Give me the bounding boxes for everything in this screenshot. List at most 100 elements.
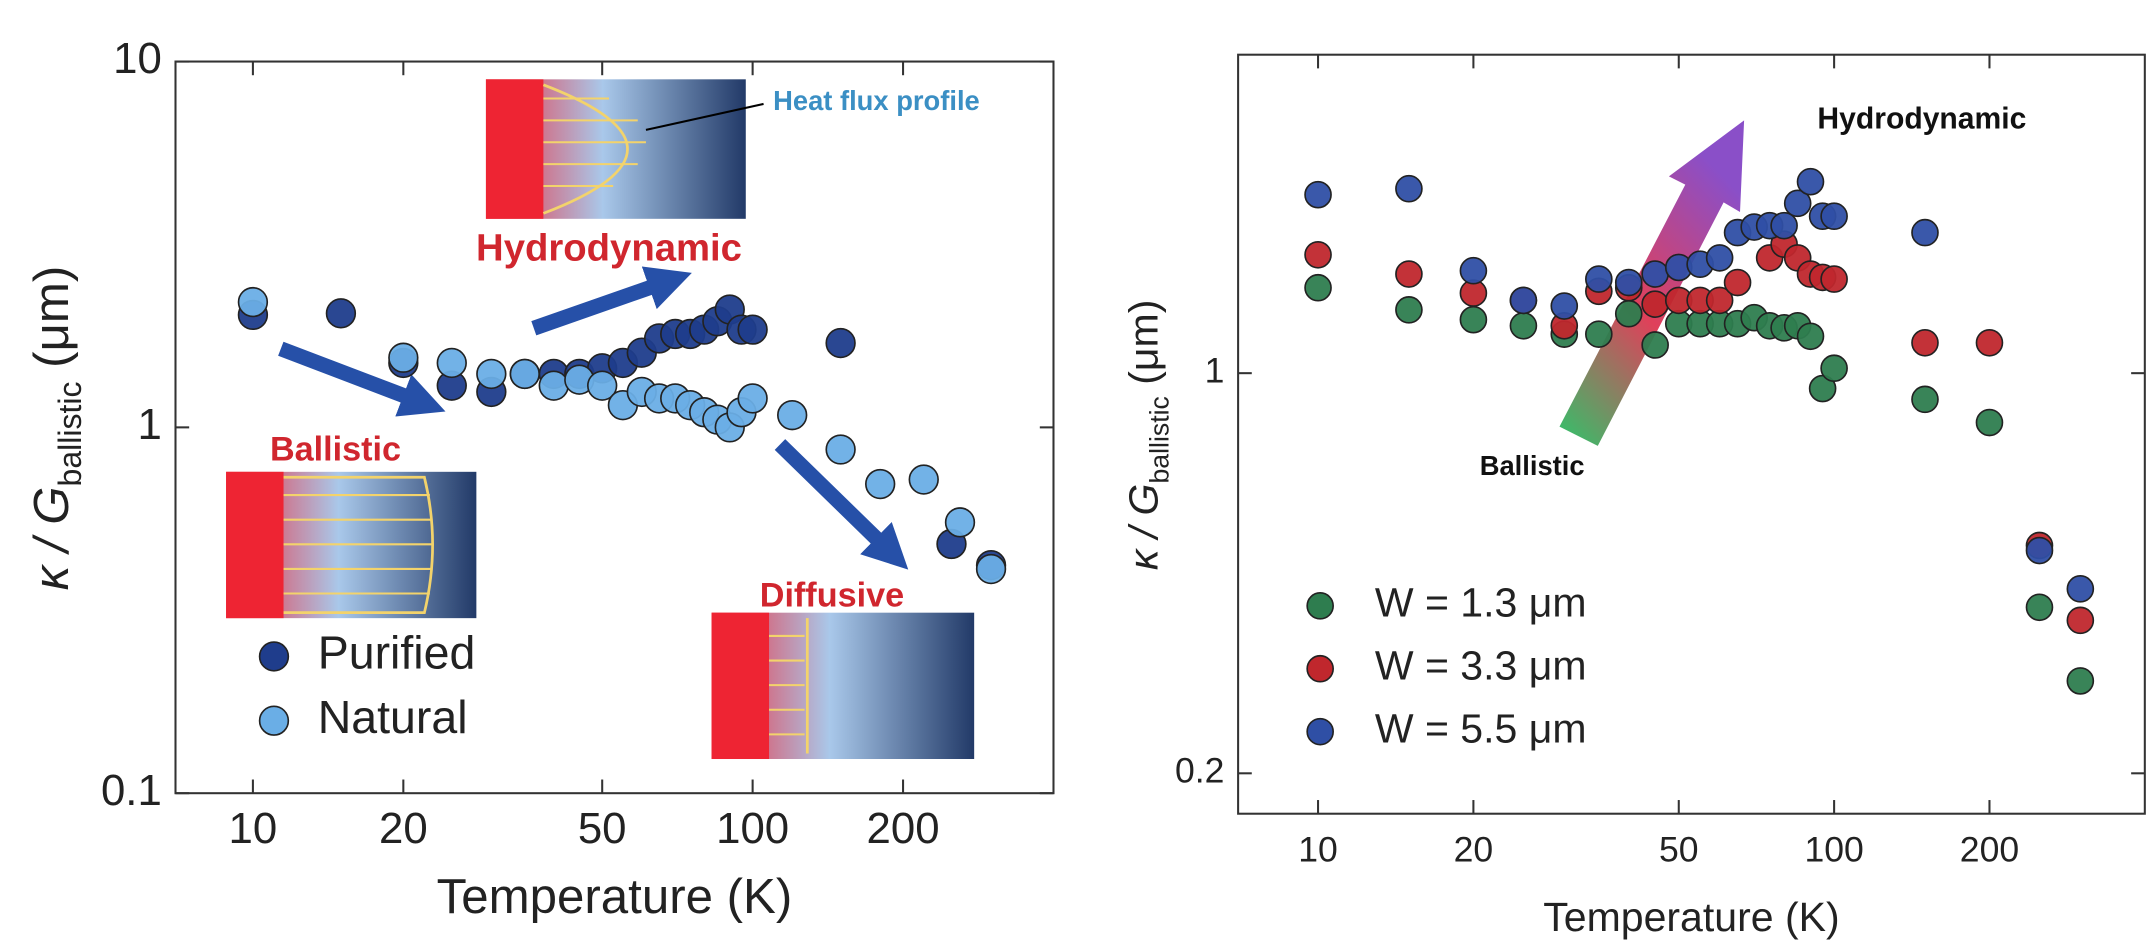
- x-tick-label: 100: [716, 804, 789, 853]
- data-point: [388, 342, 419, 373]
- data-point: [1770, 211, 1798, 240]
- data-point: [1395, 174, 1423, 203]
- annotation: Ballistic: [1480, 450, 1585, 481]
- data-point: [1641, 260, 1669, 288]
- y-axis-label-part: ballistic: [1145, 396, 1175, 483]
- data-point: [325, 298, 357, 329]
- data-point: [587, 370, 618, 401]
- legend-label: Purified: [318, 627, 476, 679]
- regime-arrows: [278, 266, 909, 570]
- x-axis-label: Temperature (K): [437, 869, 793, 924]
- data-point: [825, 434, 856, 465]
- data-point: [1796, 322, 1825, 351]
- data-point: [2066, 606, 2095, 635]
- legend-marker: [258, 705, 290, 736]
- y-tick-label: 1: [1205, 351, 1225, 391]
- data-point: [476, 358, 507, 390]
- data-point: [1550, 292, 1579, 320]
- data-point: [1395, 260, 1423, 288]
- data-point: [1509, 286, 1538, 315]
- x-tick-label: 10: [1298, 829, 1338, 869]
- data-point: [777, 399, 808, 431]
- data-point: [1641, 290, 1669, 318]
- y-tick-label: 1: [137, 400, 161, 449]
- x-tick-label: 50: [1659, 829, 1699, 869]
- annotation: Diffusive: [760, 577, 904, 615]
- annotation: Hydrodynamic: [476, 226, 742, 269]
- data-point: [2025, 536, 2054, 565]
- data-point: [1911, 385, 1939, 414]
- inset-hydrodynamic: [485, 79, 764, 219]
- y-axis-label-part: κ /: [1120, 515, 1166, 570]
- data-point: [1304, 180, 1332, 209]
- data-point: [436, 347, 467, 379]
- data-point: [975, 553, 1007, 585]
- annotation: Hydrodynamic: [1817, 102, 2026, 135]
- legend-label: W = 3.3 μm: [1375, 643, 1587, 689]
- data-point: [1304, 240, 1332, 269]
- y-tick-label: 10: [113, 34, 162, 83]
- y-axis-label-part: G: [24, 486, 79, 524]
- y-axis-label: κ / Gballistic (μm): [1120, 300, 1174, 571]
- data-point: [237, 286, 269, 318]
- y-axis-label-part: (μm): [24, 266, 79, 382]
- data-point: [1705, 244, 1734, 272]
- data-point: [538, 370, 569, 401]
- plot-frame: [1237, 53, 2146, 815]
- data-point: [1585, 320, 1613, 348]
- y-axis-label: κ / Gballistic (μm): [24, 266, 88, 591]
- data-point: [1641, 331, 1669, 359]
- legend-label: W = 1.3 μm: [1375, 580, 1587, 626]
- data-point: [865, 468, 896, 500]
- data-point: [825, 327, 856, 359]
- data-point: [1723, 268, 1752, 297]
- data-point: [509, 358, 540, 390]
- data-point: [1783, 189, 1812, 218]
- legend-marker: [258, 641, 290, 672]
- data-point: [1796, 167, 1825, 196]
- data-point: [1820, 265, 1848, 293]
- x-tick-label: 20: [1454, 829, 1494, 869]
- y-axis-label-part: ballistic: [53, 382, 89, 487]
- data-point: [1820, 202, 1848, 231]
- data-point: [1395, 296, 1423, 324]
- x-tick-label: 50: [578, 804, 627, 853]
- y-axis-label-part: G: [1120, 484, 1166, 516]
- x-tick-label: 200: [867, 804, 940, 853]
- data-point: [1459, 256, 1488, 285]
- data-point: [1975, 408, 2004, 437]
- data-point: [1614, 299, 1643, 328]
- data-point: [1911, 328, 1939, 357]
- data-point: [1459, 305, 1488, 334]
- y-axis-label-part: (μm): [1120, 300, 1166, 397]
- x-tick-label: 20: [379, 804, 428, 853]
- annotation: Ballistic: [270, 430, 401, 468]
- legend-marker: [1306, 717, 1334, 746]
- data-point: [737, 314, 768, 345]
- x-tick-label: 200: [1960, 829, 2019, 869]
- y-tick-label: 0.1: [101, 766, 162, 815]
- x-axis-label: Temperature (K): [1543, 894, 1839, 940]
- data-point: [1585, 265, 1613, 293]
- data-point: [2066, 575, 2095, 603]
- y-tick-label: 0.2: [1175, 751, 1224, 791]
- inset-diffusive: [711, 612, 975, 760]
- data-point: [1975, 328, 2004, 357]
- x-tick-label: 10: [229, 804, 278, 853]
- data-point: [1509, 311, 1538, 340]
- annotation: Heat flux profile: [773, 85, 980, 116]
- data-point: [1820, 354, 1848, 383]
- legend-label: W = 5.5 μm: [1375, 705, 1587, 751]
- data-point: [1614, 268, 1643, 297]
- data-point: [944, 507, 976, 538]
- data-point: [2066, 667, 2095, 695]
- legend-label: Natural: [318, 691, 468, 743]
- data-point: [2025, 593, 2054, 622]
- x-tick-label: 100: [1804, 829, 1863, 869]
- data-point: [1304, 273, 1332, 302]
- data-point: [737, 383, 768, 414]
- legend-marker: [1306, 654, 1334, 683]
- data-point: [1705, 286, 1734, 315]
